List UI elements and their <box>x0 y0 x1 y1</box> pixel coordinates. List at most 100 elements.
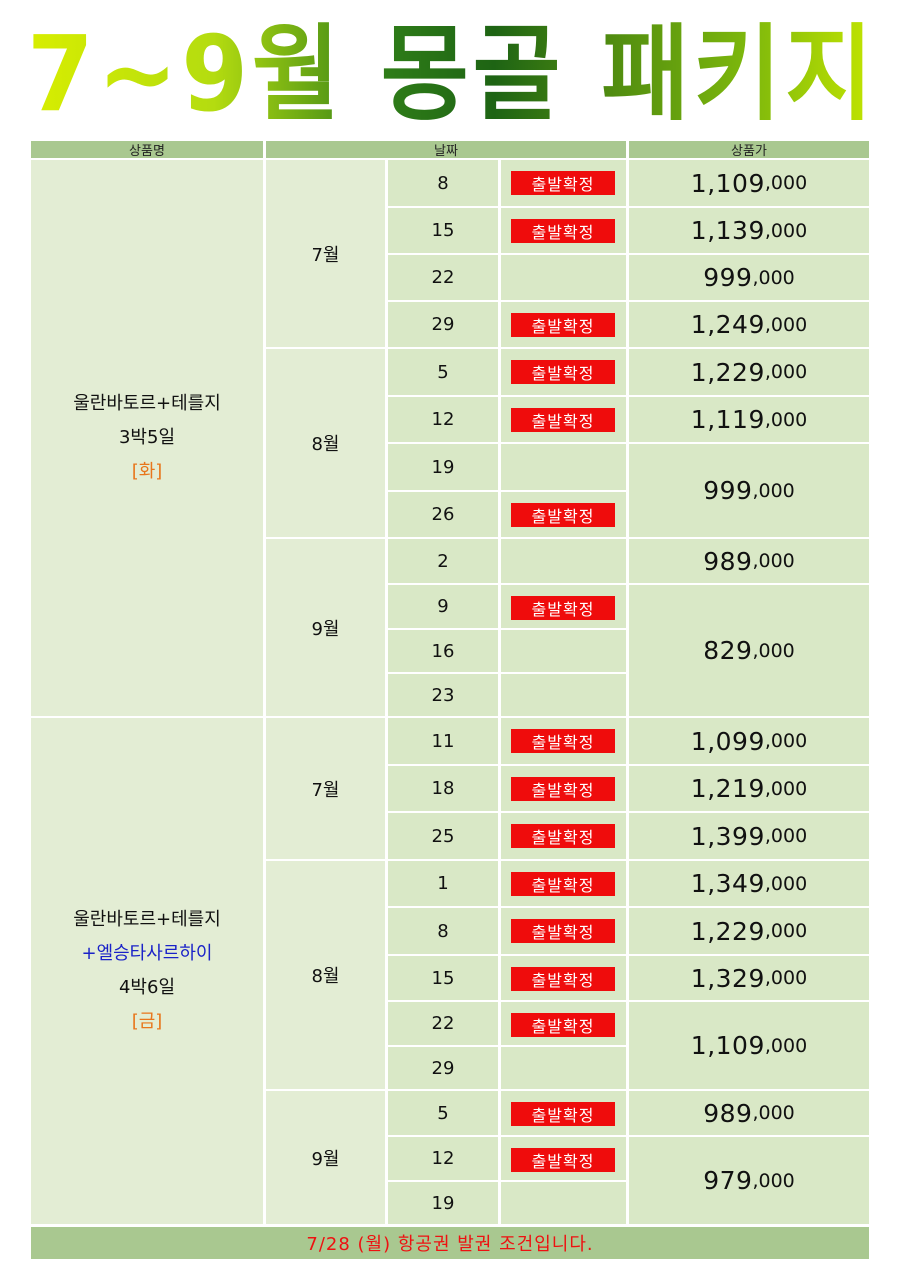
price-main: 989 <box>703 1098 753 1128</box>
price-tail: ,000 <box>764 219 808 242</box>
product-name: 울란바토르+테를지 <box>73 909 221 930</box>
confirmed-badge: 출발확정 <box>511 596 615 620</box>
price-cell: 989,000 <box>629 1091 869 1135</box>
month-cell: 8월 <box>266 861 385 1089</box>
day-label: 18 <box>431 778 455 799</box>
day-label: 5 <box>437 361 449 383</box>
day-label: 11 <box>431 730 455 752</box>
day-cell: 8 <box>388 160 498 206</box>
status-cell: 출발확정 <box>501 208 626 253</box>
day-cell: 26 <box>388 492 498 537</box>
price-cell: 1,119,000 <box>629 397 869 442</box>
status-cell <box>501 255 626 300</box>
price-tail: ,000 <box>764 872 808 895</box>
status-cell: 출발확정 <box>501 1002 626 1045</box>
day-label: 2 <box>437 550 449 572</box>
status-cell <box>501 444 626 490</box>
price-main: 1,139 <box>690 216 765 245</box>
day-label: 22 <box>431 1013 455 1034</box>
price-cell: 999,000 <box>629 255 869 300</box>
day-cell: 5 <box>388 1091 498 1135</box>
month-label: 8월 <box>311 434 340 455</box>
header-date-label: 날짜 <box>434 144 458 159</box>
product-cell: 울란바토르+테를지 3박5일 [화] <box>31 160 263 716</box>
header-price: 상품가 <box>629 141 869 159</box>
confirmed-badge: 출발확정 <box>511 360 615 384</box>
price-tail: ,000 <box>764 172 808 194</box>
price-main: 999 <box>703 476 753 505</box>
day-label: 26 <box>431 504 455 525</box>
day-cell: 12 <box>388 397 498 442</box>
price-main: 989 <box>703 546 753 576</box>
price-tail: ,000 <box>764 967 808 989</box>
month-cell: 7월 <box>266 718 385 859</box>
day-label: 25 <box>431 825 455 847</box>
day-cell: 12 <box>388 1137 498 1180</box>
price-main: 1,109 <box>690 1031 765 1060</box>
status-cell: 출발확정 <box>501 813 626 859</box>
status-cell <box>501 1182 626 1224</box>
status-cell: 출발확정 <box>501 160 626 206</box>
price-tail: ,000 <box>752 1102 795 1124</box>
price-tail: ,000 <box>752 266 795 289</box>
status-cell <box>501 539 626 583</box>
confirmed-badge: 출발확정 <box>511 1102 615 1126</box>
day-cell: 25 <box>388 813 498 859</box>
status-cell: 출발확정 <box>501 1091 626 1135</box>
price-tail: ,000 <box>764 777 808 800</box>
day-label: 15 <box>431 220 455 241</box>
header-date: 날짜 <box>266 141 626 159</box>
confirmed-badge: 출발확정 <box>511 824 615 848</box>
day-cell: 29 <box>388 1047 498 1089</box>
product-weekday: [화] <box>131 461 163 482</box>
confirmed-badge: 출발확정 <box>511 919 615 943</box>
price-cell: 1,349,000 <box>629 861 869 906</box>
price-main: 1,099 <box>690 726 765 756</box>
status-cell: 출발확정 <box>501 302 626 347</box>
price-tail: ,000 <box>764 361 808 383</box>
confirmed-badge: 출발확정 <box>511 503 615 527</box>
status-cell: 출발확정 <box>501 349 626 395</box>
day-label: 19 <box>431 1192 455 1214</box>
day-label: 12 <box>431 409 455 430</box>
status-cell: 출발확정 <box>501 766 626 811</box>
price-cell: 1,329,000 <box>629 956 869 1000</box>
product-duration: 3박5일 <box>118 427 176 448</box>
month-cell: 9월 <box>266 539 385 716</box>
price-cell: 1,229,000 <box>629 349 869 395</box>
price-main: 1,119 <box>690 405 765 434</box>
day-cell: 29 <box>388 302 498 347</box>
status-cell: 출발확정 <box>501 908 626 954</box>
price-main: 1,349 <box>690 869 765 898</box>
day-cell: 2 <box>388 539 498 583</box>
price-main: 1,399 <box>690 821 765 851</box>
day-cell: 15 <box>388 208 498 253</box>
header-price-label: 상품가 <box>731 144 767 159</box>
price-cell: 1,219,000 <box>629 766 869 811</box>
day-cell: 23 <box>388 674 498 716</box>
confirmed-badge: 출발확정 <box>511 967 615 991</box>
price-cell: 1,139,000 <box>629 208 869 253</box>
status-cell: 출발확정 <box>501 397 626 442</box>
month-label: 7월 <box>311 779 340 801</box>
day-cell: 18 <box>388 766 498 811</box>
price-tail: ,000 <box>764 313 808 336</box>
day-cell: 22 <box>388 1002 498 1045</box>
price-main: 1,329 <box>690 963 765 993</box>
day-label: 19 <box>431 456 455 478</box>
confirmed-badge: 출발확정 <box>511 171 615 195</box>
price-main: 979 <box>703 1166 753 1195</box>
status-cell: 출발확정 <box>501 492 626 537</box>
month-label: 7월 <box>311 244 340 266</box>
day-label: 23 <box>431 684 455 706</box>
day-cell: 5 <box>388 349 498 395</box>
day-label: 29 <box>431 314 455 335</box>
day-label: 8 <box>437 172 449 194</box>
day-label: 5 <box>437 1102 449 1124</box>
day-label: 12 <box>431 1148 455 1169</box>
confirmed-badge: 출발확정 <box>511 729 615 753</box>
page-title: 7~9월 몽골 패키지 <box>27 13 873 135</box>
header-product-label: 상품명 <box>129 144 165 159</box>
price-tail: ,000 <box>764 920 808 942</box>
price-cell: 1,229,000 <box>629 908 869 954</box>
